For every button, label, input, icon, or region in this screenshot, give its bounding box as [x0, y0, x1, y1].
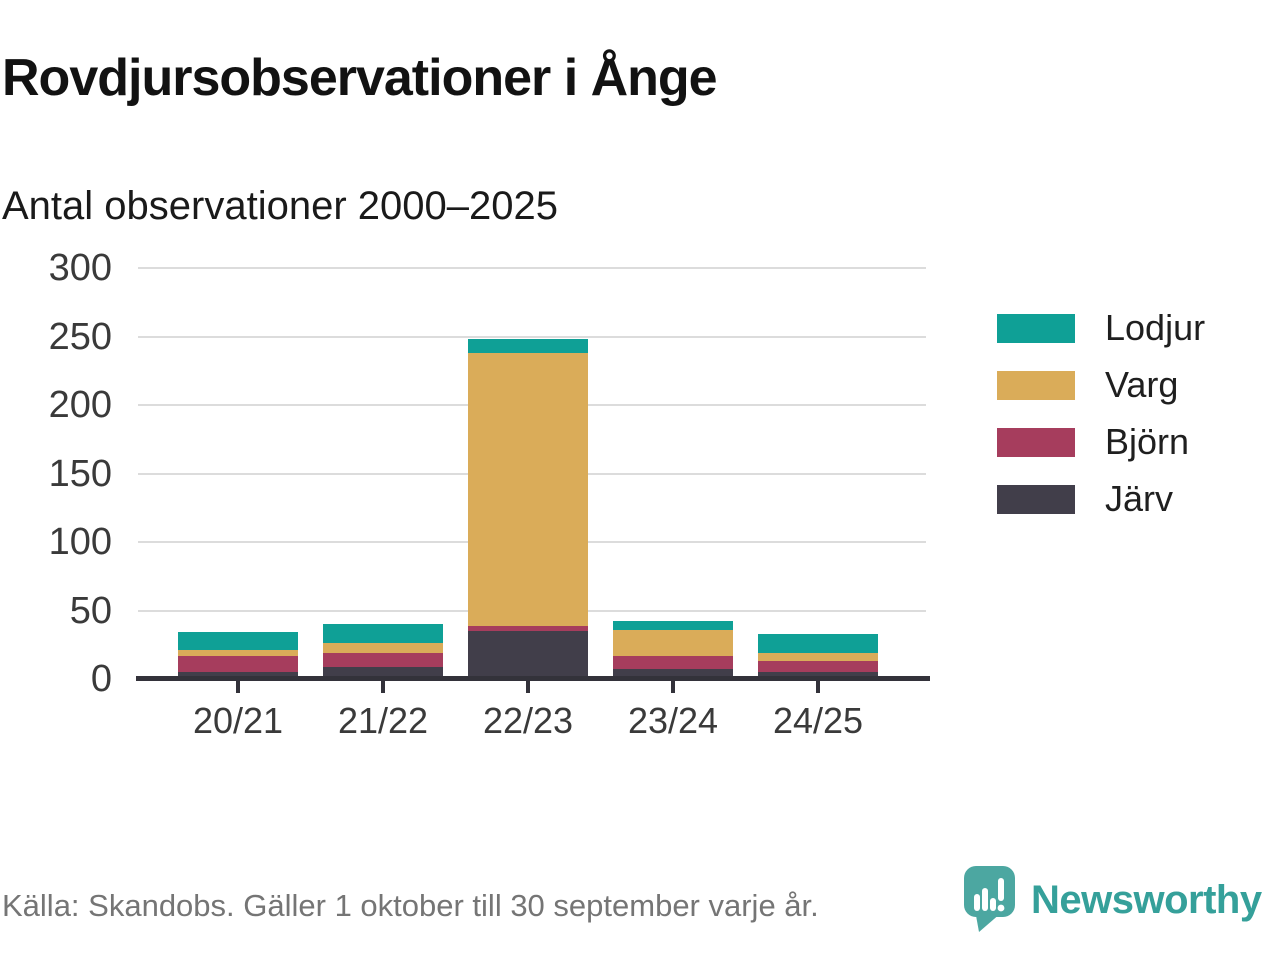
y-axis-tick-label: 300: [48, 247, 112, 289]
x-axis-tick: [236, 681, 240, 693]
bar-segment-jrv: [468, 631, 588, 679]
y-axis-tick-label: 150: [48, 452, 112, 495]
x-axis-tick: [671, 681, 675, 693]
legend-item: Björn: [997, 421, 1205, 462]
legend-item: Järv: [997, 478, 1205, 519]
x-axis-tick-label: 22/23: [482, 700, 574, 741]
bar-segment-bjrn: [323, 652, 443, 667]
x-axis-tick-label: 20/21: [192, 700, 284, 741]
legend-label: Järv: [1105, 478, 1174, 519]
legend-label: Lodjur: [1105, 307, 1206, 348]
newsworthy-wordmark: Newsworthy: [1031, 878, 1262, 922]
y-axis-tick-label: 250: [48, 315, 112, 358]
x-axis-tick: [526, 681, 530, 693]
legend-item: Varg: [997, 364, 1205, 405]
bar-segment-varg: [758, 652, 878, 662]
page-title: Rovdjursobservationer i Ånge: [2, 49, 718, 107]
chart-subtitle: Antal observationer 2000–2025: [2, 184, 558, 228]
newsworthy-logo: Newsworthy: [963, 864, 1273, 936]
bar-segment-bjrn: [468, 625, 588, 632]
x-axis-tick: [381, 681, 385, 693]
x-axis-tick-label: 24/25: [772, 700, 864, 741]
bar-segment-jrv: [613, 669, 733, 679]
bar-segment-bjrn: [178, 655, 298, 673]
legend-swatch: [997, 484, 1075, 514]
bar-segment-varg: [178, 650, 298, 656]
x-axis-tick-label: 23/24: [627, 700, 719, 741]
y-axis-tick-label: 100: [48, 521, 112, 563]
bar-segment-lodjur: [468, 339, 588, 353]
bar-segment-jrv: [758, 672, 878, 679]
bar-segment-varg: [323, 643, 443, 653]
legend-swatch: [997, 427, 1075, 457]
legend: Lodjur Varg Björn Järv: [997, 307, 1206, 536]
bar-segment-bjrn: [758, 661, 878, 673]
newsworthy-pin-icon: [964, 866, 1015, 932]
bar-segment-varg: [613, 629, 733, 656]
bar-segment-jrv: [178, 672, 298, 679]
legend-item: Lodjur: [997, 307, 1206, 348]
bar-segment-lodjur: [178, 632, 298, 651]
bar-segment-bjrn: [613, 655, 733, 670]
x-axis-tick: [816, 681, 820, 693]
source-note: Källa: Skandobs. Gäller 1 oktober till 3…: [2, 888, 819, 923]
legend-label: Varg: [1105, 364, 1179, 405]
bar-segment-lodjur: [323, 624, 443, 644]
bar-segment-lodjur: [613, 621, 733, 630]
y-axis-tick-label: 50: [69, 589, 112, 632]
gridline: [138, 267, 926, 269]
gridline: [138, 335, 926, 338]
legend-swatch: [997, 313, 1075, 343]
bar-segment-jrv: [323, 666, 443, 679]
y-axis-tick-label: 200: [48, 384, 112, 426]
bar-segment-lodjur: [758, 633, 878, 653]
plot-area: [138, 267, 926, 679]
x-axis-line: [136, 676, 930, 681]
bar-segment-varg: [468, 352, 588, 626]
legend-label: Björn: [1105, 421, 1190, 462]
x-axis-tick-label: 21/22: [337, 700, 429, 741]
legend-swatch: [997, 370, 1075, 400]
y-axis-tick-label: 0: [90, 658, 112, 700]
